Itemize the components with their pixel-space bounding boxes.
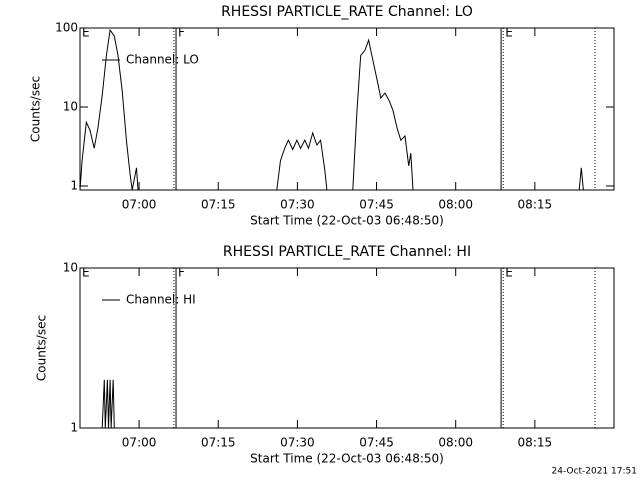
x-tick-label: 07:00 [122,198,157,212]
y-tick-label: 100 [55,21,78,35]
plot-frame [79,27,615,191]
legend-label: Channel: HI [126,293,196,307]
x-tick-label: 07:30 [280,198,315,212]
data-line [79,28,584,191]
y-axis-label: Counts/sec [35,315,49,381]
x-tick-label: 07:45 [359,436,394,450]
y-tick-label: 10 [63,100,78,114]
x-tick-label: 08:15 [518,198,553,212]
chart-title: RHESSI PARTICLE_RATE Channel: LO [221,4,473,20]
event-label: E [82,26,90,40]
y-axis-label: Counts/sec [29,76,43,142]
event-label: E [505,26,513,40]
event-label: E [82,266,90,280]
x-tick-label: 07:45 [359,198,394,212]
event-label: E [505,266,513,280]
plot-frame [79,267,615,429]
x-tick-label: 07:15 [201,436,236,450]
x-tick-label: 07:00 [122,436,157,450]
y-tick-label: 1 [70,179,78,193]
legend-label: Channel: LO [126,53,199,67]
event-label: F [178,266,185,280]
event-label: F [178,26,185,40]
x-axis-label: Start Time (22-Oct-03 06:48:50) [250,452,444,466]
chart-title: RHESSI PARTICLE_RATE Channel: HI [223,244,471,260]
x-tick-label: 08:15 [518,436,553,450]
timestamp: 24-Oct-2021 17:51 [552,467,637,477]
x-tick-label: 07:15 [201,198,236,212]
data-line [101,379,115,429]
x-axis-label: Start Time (22-Oct-03 06:48:50) [250,214,444,228]
x-tick-label: 08:00 [438,436,473,450]
x-tick-label: 08:00 [438,198,473,212]
x-tick-label: 07:30 [280,436,315,450]
y-tick-label: 1 [70,421,78,435]
y-tick-label: 10 [63,261,78,275]
